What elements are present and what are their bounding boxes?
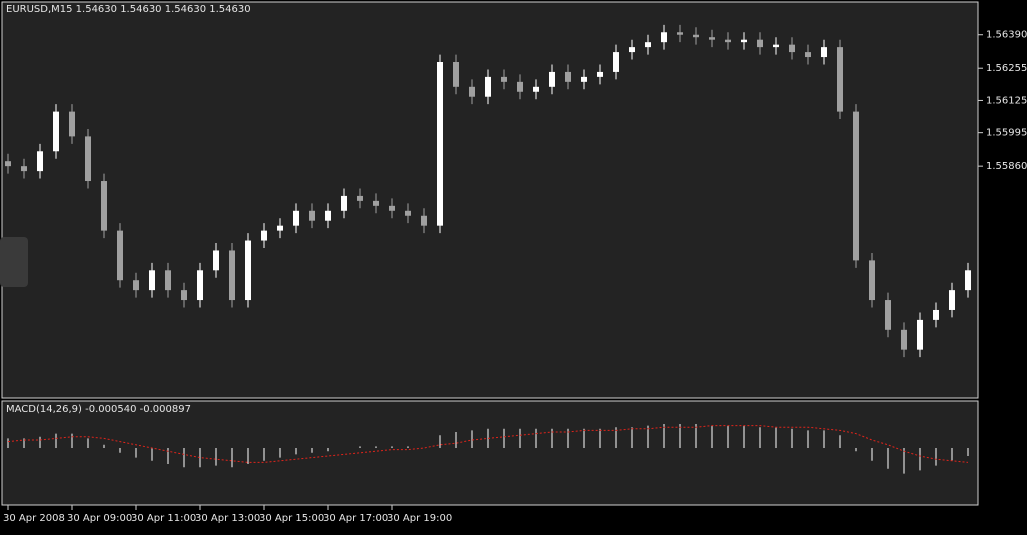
candle-body (485, 76, 491, 97)
candle-body (821, 47, 827, 58)
candle-body (565, 71, 571, 82)
candle-body (789, 44, 795, 53)
candle-body (869, 260, 875, 301)
side-tab[interactable] (0, 237, 28, 287)
x-tick-label: 30 Apr 2008 (3, 513, 65, 524)
candle-body (181, 290, 187, 301)
y-tick-label: 1.56390 (986, 30, 1027, 41)
y-tick-label: 1.56255 (986, 63, 1027, 74)
macd-panel (1, 400, 979, 506)
candle-body (373, 200, 379, 206)
y-tick-label: 1.56125 (986, 95, 1027, 106)
candle-body (965, 270, 971, 291)
candle-body (613, 52, 619, 72)
candle-body (501, 76, 507, 82)
candle-body (245, 240, 251, 301)
x-tick-label: 30 Apr 17:00 (323, 513, 388, 524)
candle-body (213, 250, 219, 271)
candle-body (677, 32, 683, 35)
macd-title: MACD(14,26,9) -0.000540 -0.000897 (6, 404, 191, 415)
candle-body (325, 210, 331, 221)
x-tick-label: 30 Apr 11:00 (131, 513, 196, 524)
x-tick-label: 30 Apr 09:00 (67, 513, 132, 524)
candle-body (885, 300, 891, 330)
candle-body (197, 270, 203, 301)
candle-body (37, 151, 43, 172)
candle-body (85, 136, 91, 182)
candle-body (933, 309, 939, 320)
candle-body (117, 230, 123, 281)
candle-body (21, 166, 27, 172)
candle-body (277, 225, 283, 231)
candle-body (901, 329, 907, 350)
candle-body (357, 195, 363, 201)
candle-body (741, 39, 747, 43)
candle-body (5, 161, 11, 167)
candle-body (581, 76, 587, 82)
candle-body (661, 32, 667, 43)
candle-body (773, 44, 779, 48)
candle-body (453, 62, 459, 87)
x-tick-label: 30 Apr 13:00 (195, 513, 260, 524)
candle-body (693, 34, 699, 38)
candle-body (229, 250, 235, 301)
candle-body (101, 181, 107, 231)
price-panel (1, 1, 979, 399)
x-tick-label: 30 Apr 19:00 (387, 513, 452, 524)
candle-body (389, 205, 395, 211)
y-tick-label: 1.55860 (986, 161, 1027, 172)
candle-body (309, 210, 315, 221)
candle-body (405, 210, 411, 216)
candle-body (725, 39, 731, 43)
candle-body (853, 111, 859, 261)
candle-body (341, 195, 347, 211)
candle-body (149, 270, 155, 291)
candle-body (437, 62, 443, 226)
signal-line (7, 425, 969, 463)
price-title: EURUSD,M15 1.54630 1.54630 1.54630 1.546… (6, 4, 251, 15)
candle-body (469, 86, 475, 97)
candle-body (629, 47, 635, 53)
y-tick-label: 1.55995 (986, 128, 1027, 139)
candle-body (949, 290, 955, 310)
candle-body (69, 111, 75, 137)
candle-body (293, 210, 299, 226)
candle-body (805, 52, 811, 58)
candle-body (133, 280, 139, 291)
candle-body (757, 39, 763, 48)
candle-body (165, 270, 171, 291)
x-tick-label: 30 Apr 15:00 (259, 513, 324, 524)
candle-body (53, 111, 59, 152)
candle-body (421, 215, 427, 226)
candle-body (261, 230, 267, 241)
candle-body (549, 71, 555, 87)
candle-body (533, 86, 539, 92)
candle-body (709, 37, 715, 40)
candle-body (517, 81, 523, 92)
candle-body (837, 47, 843, 112)
candle-body (917, 319, 923, 350)
candle-body (597, 71, 603, 77)
candle-body (645, 42, 651, 48)
